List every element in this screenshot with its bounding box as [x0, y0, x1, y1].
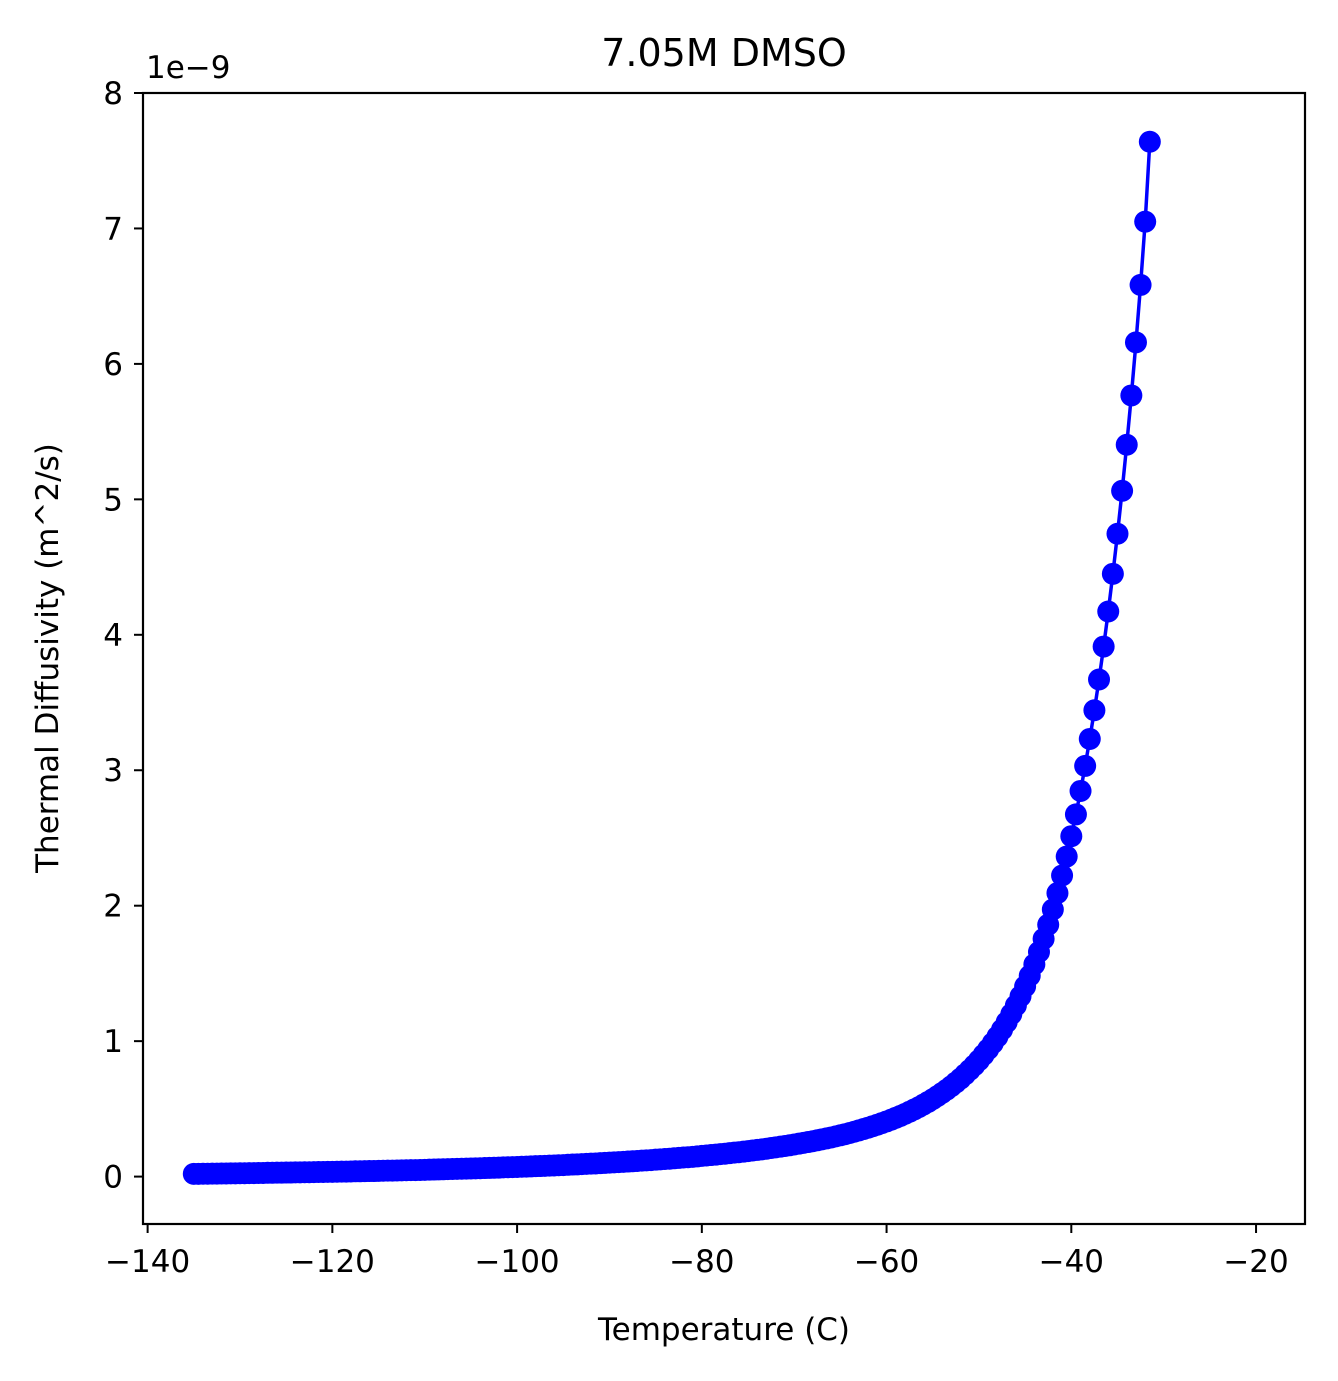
x-axis-ticks: −140 −120 −100 −80 −60 −40 −20 [105, 1224, 1289, 1280]
data-point [1129, 273, 1152, 296]
data-point [1138, 130, 1161, 153]
y-axis-label: Thermal Diffusivity (m^2/s) [30, 443, 66, 874]
x-axis-label: Temperature (C) [597, 1312, 850, 1348]
data-point [1078, 727, 1101, 750]
data-point [1134, 210, 1157, 233]
data-point [1083, 699, 1106, 722]
x-tick-label: −20 [1223, 1244, 1288, 1280]
y-axis-ticks: 0 1 2 3 4 5 6 7 8 [103, 76, 143, 1196]
x-tick-label: −80 [669, 1244, 734, 1280]
data-point [1069, 779, 1092, 802]
y-axis-offset-label: 1e−9 [146, 50, 231, 86]
data-point [1051, 864, 1074, 887]
data-point [1101, 562, 1124, 585]
data-point [1097, 600, 1120, 623]
data-point [1106, 522, 1129, 545]
x-tick-label: −140 [105, 1244, 190, 1280]
y-tick-label: 3 [103, 753, 123, 789]
x-tick-label: −40 [1039, 1244, 1104, 1280]
x-tick-label: −120 [290, 1244, 375, 1280]
data-point [1124, 331, 1147, 354]
data-point [1064, 803, 1087, 826]
data-point [1111, 479, 1134, 502]
series-layer [182, 130, 1161, 1185]
y-tick-label: 4 [103, 618, 123, 654]
data-point [1092, 635, 1115, 658]
data-point [1060, 825, 1083, 848]
y-tick-label: 5 [103, 482, 123, 518]
y-tick-label: 0 [103, 1160, 123, 1196]
x-tick-label: −100 [475, 1244, 560, 1280]
y-tick-label: 8 [103, 76, 123, 112]
y-tick-label: 6 [103, 347, 123, 383]
x-tick-label: −60 [854, 1244, 919, 1280]
data-point [1120, 384, 1143, 407]
data-point [1055, 845, 1078, 868]
data-point [1046, 882, 1069, 905]
plot-area-frame [141, 91, 1307, 1226]
y-tick-label: 7 [103, 211, 123, 247]
data-point [1088, 668, 1111, 691]
data-point [1115, 433, 1138, 456]
data-point [1074, 754, 1097, 777]
chart-title: 7.05M DMSO [601, 31, 847, 75]
y-tick-label: 1 [103, 1024, 123, 1060]
y-tick-label: 2 [103, 889, 123, 925]
